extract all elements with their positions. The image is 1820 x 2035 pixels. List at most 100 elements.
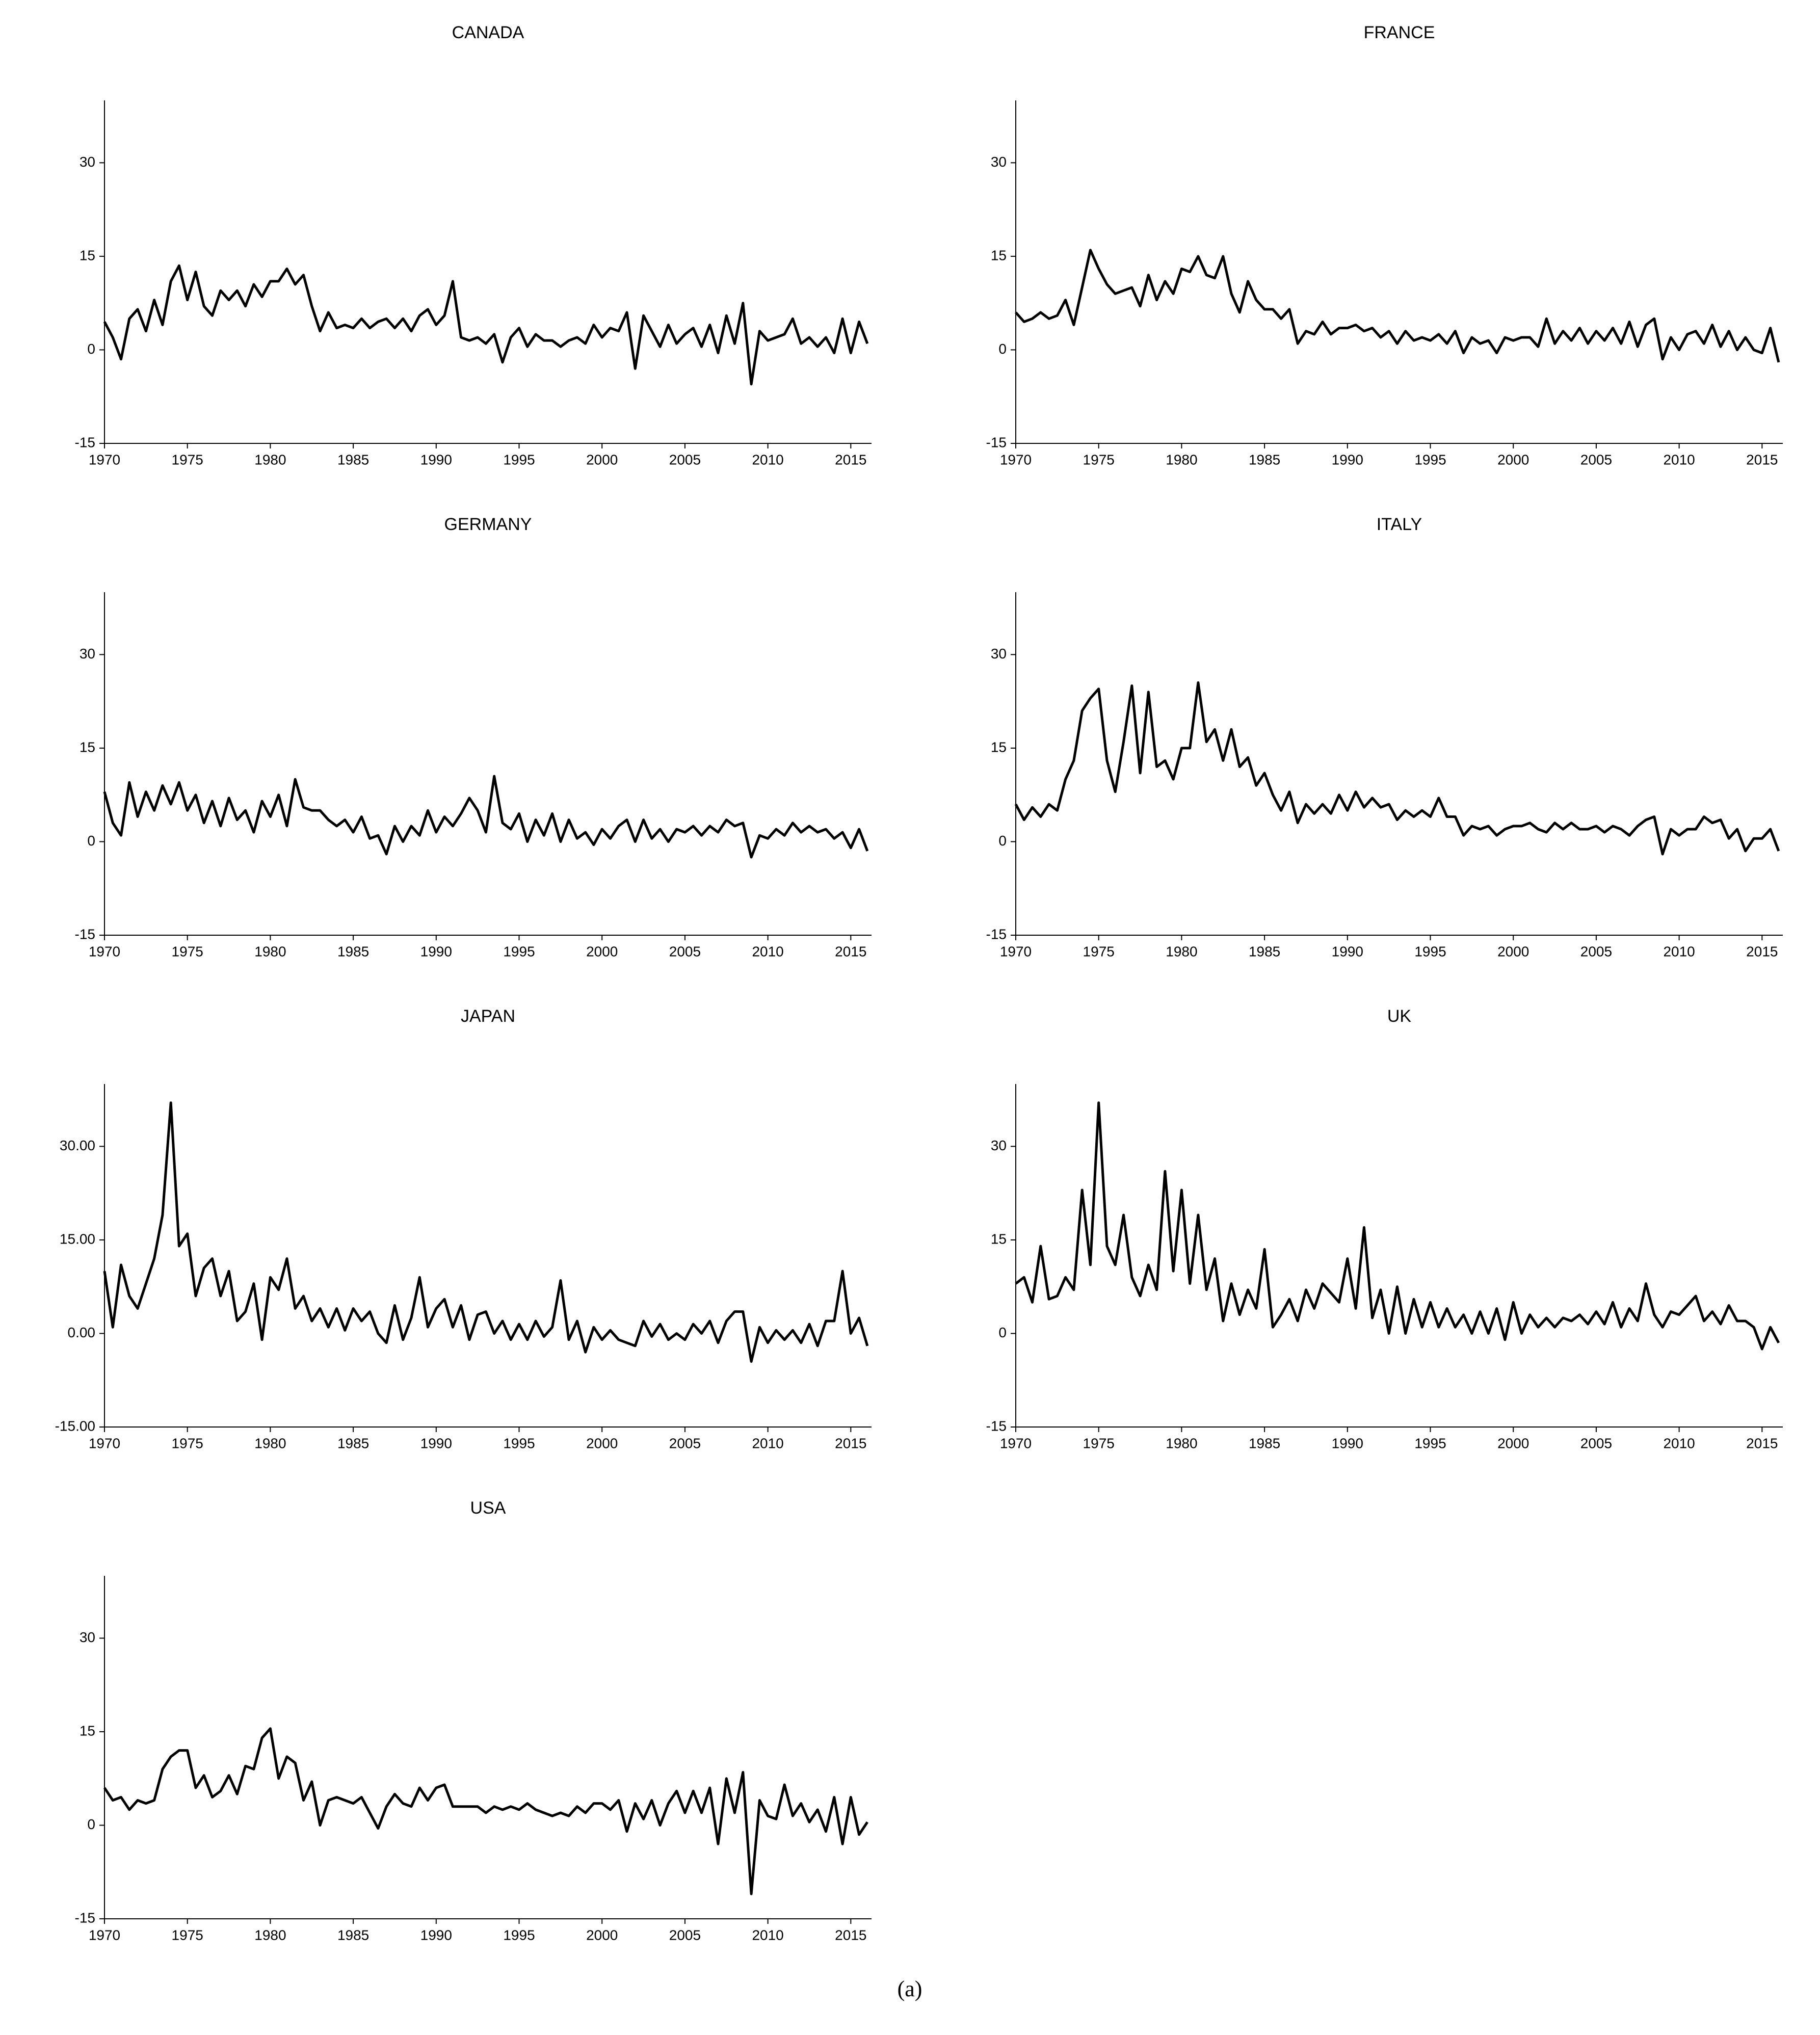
x-tick-label: 1970 (1000, 943, 1032, 959)
y-tick-label: 15 (991, 739, 1007, 755)
x-tick-label: 1970 (1000, 1435, 1032, 1451)
x-tick-label: 1980 (254, 1435, 286, 1451)
x-tick-label: 2010 (752, 1927, 783, 1943)
y-tick-label: 30 (80, 646, 95, 662)
x-tick-label: 1985 (337, 1927, 369, 1943)
x-tick-label: 2010 (752, 943, 783, 959)
x-tick-label: 1985 (1249, 1435, 1280, 1451)
x-tick-label: 2010 (1663, 1435, 1695, 1451)
x-tick-label: 2010 (1663, 452, 1695, 467)
x-tick-label: 2015 (835, 943, 866, 959)
chart-title: UK (1387, 1007, 1412, 1026)
chart-title: ITALY (1377, 515, 1422, 534)
x-tick-label: 1995 (503, 943, 535, 959)
x-tick-label: 1990 (1332, 943, 1363, 959)
x-tick-label: 1990 (1332, 1435, 1363, 1451)
y-tick-label: -15 (986, 926, 1007, 942)
x-tick-label: 2010 (1663, 943, 1695, 959)
x-tick-label: 1990 (420, 1435, 452, 1451)
data-line (103, 775, 869, 859)
y-tick-label: 0 (998, 341, 1007, 357)
x-tick-label: 2015 (835, 1435, 866, 1451)
chart-panel: ITALY -15 0 15 30 1970 1975 1980 1985 1990 1995 200… (986, 515, 1783, 959)
chart-panel: GERMANY -15 0 15 30 1970 1975 1980 1985 1990 1995 2… (75, 515, 872, 959)
x-tick-label: 1990 (1332, 452, 1363, 467)
chart-title: CANADA (452, 23, 524, 42)
y-tick-label: 30.00 (60, 1138, 95, 1153)
x-tick-label: 1995 (503, 1927, 535, 1943)
y-tick-label: 30 (80, 154, 95, 170)
y-tick-label: 30 (991, 154, 1007, 170)
y-tick-label: 15 (80, 739, 95, 755)
chart-title: USA (470, 1498, 506, 1518)
y-tick-label: 0 (998, 1325, 1007, 1340)
caption: (a) (898, 1976, 922, 2001)
x-tick-label: 2015 (1746, 1435, 1778, 1451)
y-tick-label: -15 (986, 434, 1007, 450)
x-tick-label: 1990 (420, 452, 452, 467)
x-tick-label: 1995 (503, 1435, 535, 1451)
x-tick-label: 1980 (1166, 1435, 1197, 1451)
x-tick-label: 1980 (1166, 452, 1197, 467)
x-tick-label: 1975 (172, 452, 203, 467)
x-tick-label: 1975 (1083, 452, 1115, 467)
x-tick-label: 1995 (1414, 943, 1446, 959)
data-line (103, 264, 869, 386)
x-tick-label: 1985 (337, 943, 369, 959)
y-tick-label: 0 (998, 833, 1007, 849)
chart-panel: FRANCE -15 0 15 30 1970 1975 1980 1985 1990 1995 20… (986, 23, 1783, 467)
chart-panel: USA -15 0 15 30 1970 1975 1980 1985 1990 1995 2000 2… (75, 1498, 872, 1943)
y-tick-label: -15 (75, 926, 95, 942)
data-line (103, 1727, 868, 1895)
chart-title: FRANCE (1364, 23, 1435, 42)
x-tick-label: 1970 (89, 1927, 120, 1943)
y-tick-label: -15 (75, 1910, 95, 1925)
y-tick-label: 0.00 (68, 1325, 96, 1340)
x-tick-label: 1985 (1249, 452, 1280, 467)
x-tick-label: 2000 (586, 943, 618, 959)
x-tick-label: 2005 (669, 452, 701, 467)
data-line (1014, 681, 1780, 856)
x-tick-label: 2000 (586, 452, 618, 467)
chart-title: JAPAN (461, 1007, 515, 1026)
y-tick-label: 0 (87, 833, 95, 849)
x-tick-label: 2005 (1580, 943, 1612, 959)
x-tick-label: 1985 (1249, 943, 1280, 959)
data-line (103, 1101, 869, 1363)
x-tick-label: 2000 (1497, 943, 1529, 959)
x-tick-label: 1970 (89, 452, 120, 467)
y-tick-label: -15 (986, 1418, 1007, 1434)
x-tick-label: 1975 (172, 943, 203, 959)
y-tick-label: 15 (80, 247, 95, 263)
x-tick-label: 1990 (420, 943, 452, 959)
x-tick-label: 1975 (172, 1927, 203, 1943)
x-tick-label: 1980 (254, 452, 286, 467)
x-tick-label: 2010 (752, 452, 783, 467)
x-tick-label: 2005 (1580, 452, 1612, 467)
x-tick-label: 2005 (669, 1927, 701, 1943)
x-tick-label: 1980 (1166, 943, 1197, 959)
x-tick-label: 1975 (1083, 943, 1115, 959)
x-tick-label: 1975 (1083, 1435, 1115, 1451)
chart-panel: JAPAN -15.00 0.00 15.00 30.00 1970 1975 1980 198… (55, 1007, 872, 1451)
y-tick-label: 30 (991, 646, 1007, 662)
x-tick-label: 1980 (254, 1927, 286, 1943)
x-tick-label: 1995 (1414, 452, 1446, 467)
x-tick-label: 2015 (1746, 943, 1778, 959)
x-tick-label: 2000 (586, 1435, 618, 1451)
x-tick-label: 2005 (1580, 1435, 1612, 1451)
x-tick-label: 2010 (752, 1435, 783, 1451)
y-tick-label: 30 (80, 1629, 95, 1645)
y-tick-label: 15 (991, 247, 1007, 263)
y-tick-label: 15.00 (60, 1231, 95, 1247)
x-tick-label: 1990 (420, 1927, 452, 1943)
data-line (1015, 249, 1780, 363)
x-tick-label: 2000 (586, 1927, 618, 1943)
x-tick-label: 1970 (89, 943, 120, 959)
x-tick-label: 1985 (337, 1435, 369, 1451)
x-tick-label: 1970 (89, 1435, 120, 1451)
x-tick-label: 2005 (669, 1435, 701, 1451)
y-tick-label: -15.00 (55, 1418, 95, 1434)
